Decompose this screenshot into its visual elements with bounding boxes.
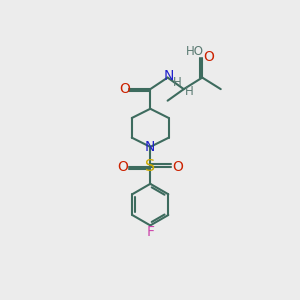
Text: N: N — [145, 140, 155, 154]
Text: N: N — [164, 69, 174, 83]
Text: O: O — [203, 50, 214, 64]
Text: S: S — [145, 159, 155, 174]
Text: H: H — [184, 85, 193, 98]
Text: O: O — [119, 82, 130, 96]
Text: F: F — [146, 225, 154, 239]
Text: H: H — [173, 76, 182, 89]
Text: O: O — [172, 160, 183, 173]
Text: O: O — [118, 160, 128, 173]
Text: HO: HO — [186, 44, 204, 58]
